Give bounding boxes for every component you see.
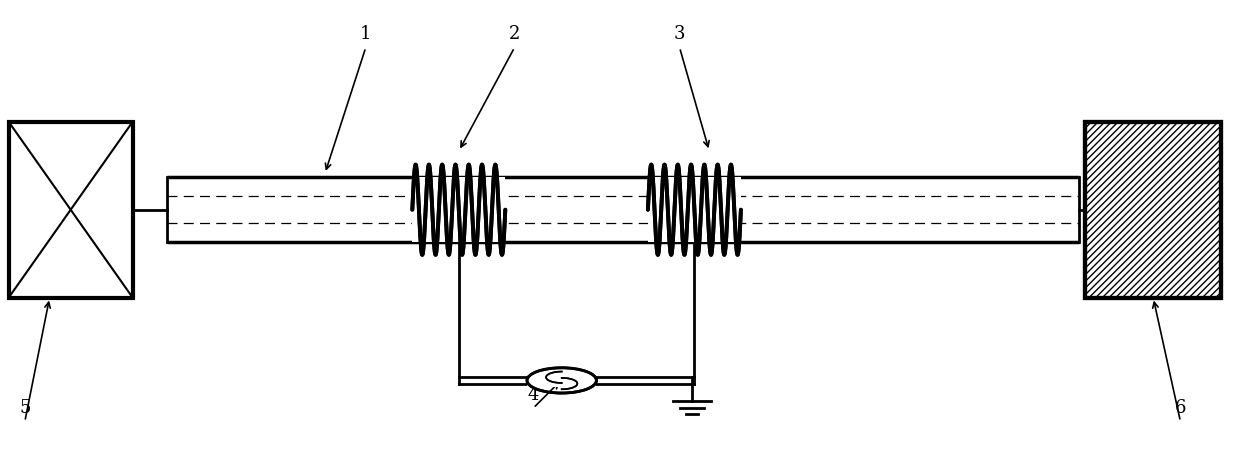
- Text: 5: 5: [19, 399, 31, 417]
- Bar: [9, 122, 133, 298]
- Text: 2: 2: [508, 25, 521, 43]
- Text: 3: 3: [673, 25, 686, 43]
- Bar: [1085, 122, 1221, 298]
- Text: 1: 1: [360, 25, 372, 43]
- Bar: [1085, 122, 1221, 298]
- Bar: [649, 177, 742, 242]
- Bar: [412, 177, 506, 242]
- Bar: [527, 374, 596, 387]
- Bar: [1085, 122, 1221, 298]
- Text: 6: 6: [1174, 399, 1187, 417]
- Text: 4: 4: [527, 386, 539, 404]
